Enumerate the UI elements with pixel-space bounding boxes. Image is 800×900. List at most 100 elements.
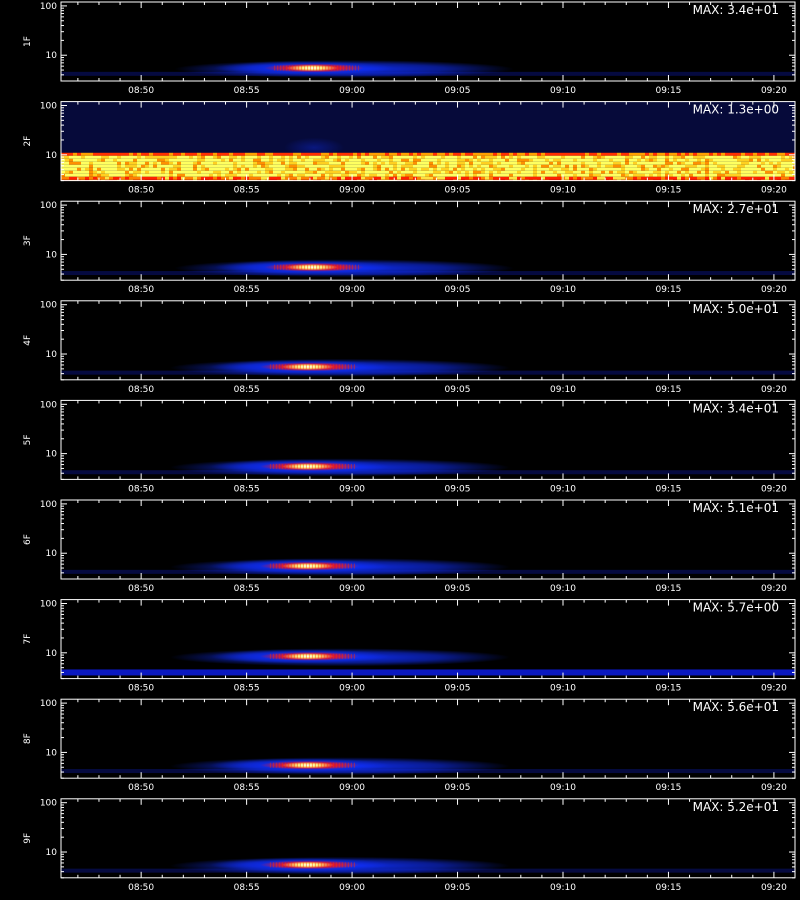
noise-cell bbox=[89, 164, 93, 168]
noise-cell bbox=[341, 170, 345, 174]
stripe bbox=[290, 862, 292, 868]
noise-cell bbox=[533, 158, 537, 162]
noise-cell bbox=[429, 164, 433, 168]
noise-cell bbox=[553, 155, 557, 159]
noise-cell bbox=[349, 155, 353, 159]
noise-cell bbox=[793, 176, 795, 180]
noise-cell bbox=[681, 155, 685, 159]
noise-cell bbox=[77, 170, 81, 174]
noise-cell bbox=[353, 158, 357, 162]
noise-cell bbox=[273, 164, 277, 168]
stripe bbox=[287, 653, 289, 659]
noise-cell bbox=[761, 167, 765, 171]
noise-cell bbox=[745, 173, 749, 177]
noise-cell bbox=[765, 161, 769, 165]
stripe bbox=[325, 264, 327, 270]
x-tick-label: 08:55 bbox=[234, 484, 260, 494]
noise-cell bbox=[205, 167, 209, 171]
x-tick-label: 09:05 bbox=[445, 783, 471, 793]
noise-cell bbox=[605, 161, 609, 165]
noise-cell bbox=[261, 161, 265, 165]
noise-cell bbox=[453, 170, 457, 174]
noise-cell bbox=[113, 161, 117, 165]
noise-cell bbox=[657, 155, 661, 159]
noise-cell bbox=[553, 158, 557, 162]
noise-cell bbox=[369, 161, 373, 165]
noise-cell bbox=[261, 170, 265, 174]
peak-core bbox=[281, 653, 334, 660]
noise-cell bbox=[753, 170, 757, 174]
noise-cell bbox=[369, 164, 373, 168]
noise-cell bbox=[513, 161, 517, 165]
haze-spot bbox=[284, 137, 345, 158]
noise-cell bbox=[565, 164, 569, 168]
noise-cell bbox=[481, 167, 485, 171]
noise-cell bbox=[681, 176, 685, 180]
panel-label: 3F bbox=[23, 235, 33, 246]
stripe bbox=[272, 762, 274, 768]
noise-cell bbox=[405, 155, 409, 159]
noise-cell bbox=[733, 167, 737, 171]
stripe bbox=[323, 653, 325, 659]
noise-cell bbox=[501, 152, 505, 156]
noise-cell bbox=[765, 155, 769, 159]
noise-cell bbox=[397, 164, 401, 168]
noise-cell bbox=[133, 164, 137, 168]
noise-cell bbox=[589, 152, 593, 156]
noise-cell bbox=[481, 158, 485, 162]
stripe bbox=[299, 463, 301, 469]
max-value-label: MAX: 5.6e+01 bbox=[693, 700, 779, 714]
noise-cell bbox=[781, 155, 785, 159]
noise-cell bbox=[745, 152, 749, 156]
noise-cell bbox=[109, 170, 113, 174]
noise-cell bbox=[217, 176, 221, 180]
noise-cell bbox=[793, 173, 795, 177]
noise-cell bbox=[85, 176, 89, 180]
noise-cell bbox=[193, 167, 197, 171]
noise-cell bbox=[125, 155, 129, 159]
noise-cell bbox=[81, 167, 85, 171]
noise-cell bbox=[293, 167, 297, 171]
noise-cell bbox=[285, 170, 289, 174]
noise-cell bbox=[677, 173, 681, 177]
noise-cell bbox=[689, 173, 693, 177]
stripe bbox=[344, 364, 346, 370]
stripe bbox=[329, 463, 331, 469]
noise-cell bbox=[145, 170, 149, 174]
noise-cell bbox=[233, 170, 237, 174]
stripe bbox=[328, 264, 330, 270]
noise-cell bbox=[425, 167, 429, 171]
noise-cell bbox=[325, 170, 329, 174]
noise-cell bbox=[493, 158, 497, 162]
noise-cell bbox=[789, 176, 793, 180]
noise-cell bbox=[305, 167, 309, 171]
stripe bbox=[311, 653, 313, 659]
noise-cell bbox=[641, 167, 645, 171]
panel-label: 1F bbox=[23, 36, 33, 47]
noise-cell bbox=[249, 170, 253, 174]
x-tick-label: 09:15 bbox=[655, 484, 681, 494]
noise-cell bbox=[785, 167, 789, 171]
noise-cell bbox=[241, 170, 245, 174]
noise-cell bbox=[401, 161, 405, 165]
noise-cell bbox=[401, 152, 405, 156]
stripe bbox=[350, 463, 352, 469]
noise-cell bbox=[693, 161, 697, 165]
stripe bbox=[302, 762, 304, 768]
noise-cell bbox=[157, 152, 161, 156]
noise-cell bbox=[89, 176, 93, 180]
noise-cell bbox=[649, 173, 653, 177]
noise-cell bbox=[105, 170, 109, 174]
noise-cell bbox=[641, 176, 645, 180]
stripe bbox=[328, 65, 330, 71]
noise-cell bbox=[493, 167, 497, 171]
noise-cell bbox=[141, 170, 145, 174]
noise-cell bbox=[285, 158, 289, 162]
noise-cell bbox=[297, 170, 301, 174]
noise-cell bbox=[165, 161, 169, 165]
noise-cell bbox=[773, 155, 777, 159]
noise-cell bbox=[365, 158, 369, 162]
x-tick-label: 08:50 bbox=[128, 86, 154, 96]
x-tick-label: 09:10 bbox=[550, 285, 576, 295]
